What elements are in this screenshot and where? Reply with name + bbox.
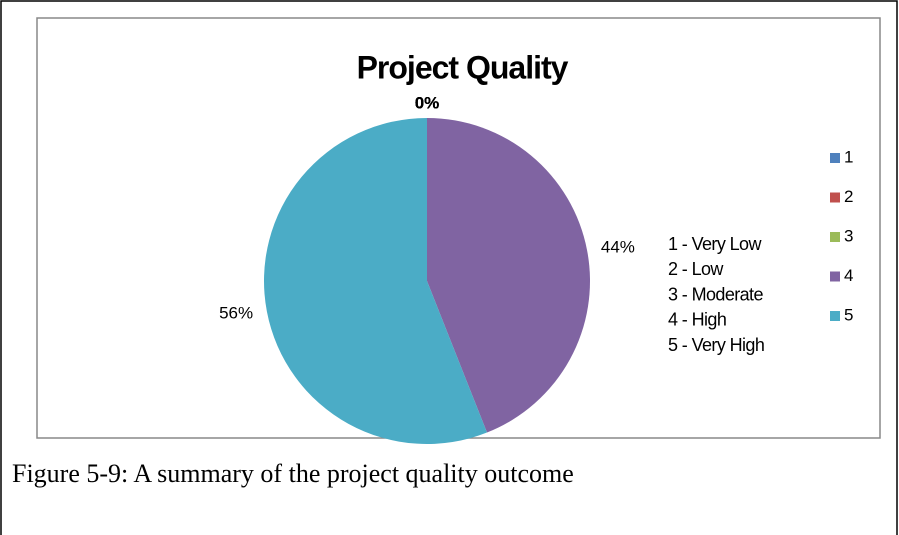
annotation: 3 - Moderate [668,284,763,304]
data-label: 0% [415,93,440,112]
legend-label: 3 [844,226,853,245]
legend-label: 4 [844,266,853,285]
caption: Figure 5-9: A summary of the project qua… [12,459,574,488]
annotation: 1 - Very Low [668,234,762,254]
data-label: 0% [415,93,440,112]
legend-label: 2 [844,187,853,206]
legend-swatch [830,271,840,282]
legend-swatch [830,311,840,321]
annotation: 5 - Very High [668,335,764,355]
pie-slice [264,117,488,444]
legend-label: 1 [844,147,853,166]
legend-swatch [830,232,840,242]
legend-swatch [830,192,840,203]
legend-label: 5 [844,305,853,324]
chart-title: Project Quality [357,49,569,85]
annotation: 2 - Low [668,259,724,279]
annotation: 4 - High [668,310,726,330]
data-label: 0% [415,93,440,112]
data-label: 44% [601,237,635,256]
pie-slice [427,118,590,433]
data-label: 56% [219,304,253,323]
legend-swatch [830,153,840,163]
